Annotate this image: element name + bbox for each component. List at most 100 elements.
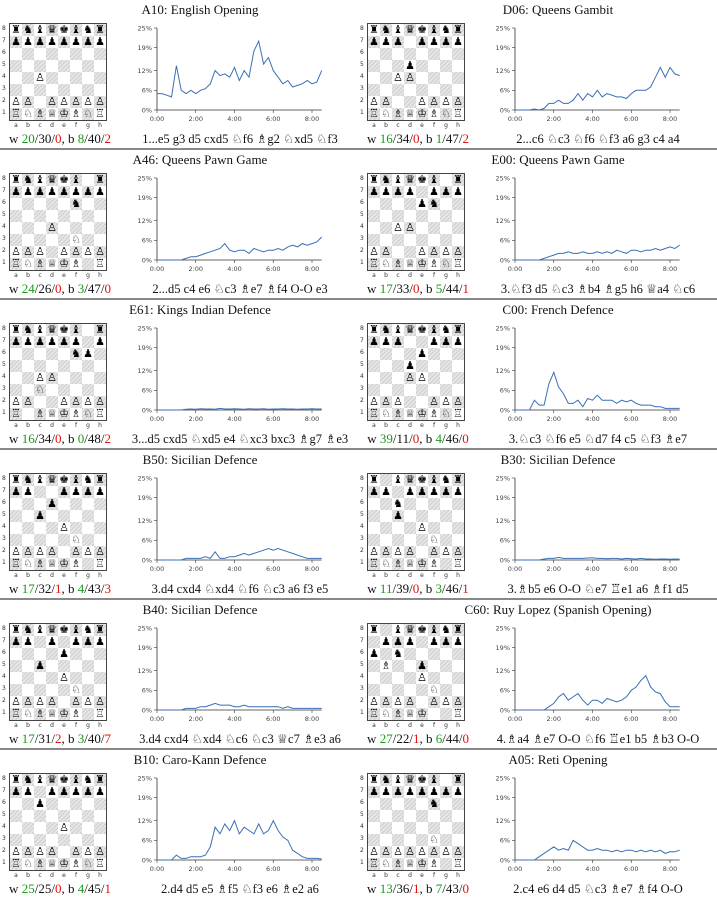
piece-k-icon: ♚	[416, 623, 428, 636]
piece-P-icon: ♙	[440, 395, 452, 408]
empty-square	[46, 210, 58, 222]
file-label: b	[384, 872, 388, 879]
series-line	[157, 39, 323, 98]
piece-p-icon: ♟	[46, 335, 58, 348]
x-tick-label: 6:00	[624, 715, 639, 723]
stat-part: , b	[61, 581, 78, 596]
empty-square	[22, 834, 34, 846]
piece-N-icon: ♘	[82, 107, 94, 120]
empty-square	[94, 510, 106, 522]
piece-P-icon: ♙	[368, 245, 380, 258]
piece-p-icon: ♟	[82, 185, 94, 198]
rank-label: 7	[2, 787, 6, 794]
piece-N-icon: ♘	[440, 407, 452, 420]
stat-part: w	[9, 731, 22, 746]
piece-b-icon: ♝	[70, 323, 82, 336]
piece-r-icon: ♜	[94, 323, 106, 336]
x-tick-label: 2:00	[188, 715, 203, 723]
piece-P-icon: ♙	[10, 245, 22, 258]
file-label: f	[432, 722, 436, 729]
rank-label: 1	[360, 559, 364, 566]
empty-square	[22, 222, 34, 234]
empty-square	[368, 48, 380, 60]
file-label: f	[74, 872, 78, 879]
empty-square	[82, 798, 94, 810]
empty-square	[380, 360, 392, 372]
y-tick-label: 0%	[142, 406, 152, 414]
piece-R-icon: ♖	[94, 257, 106, 270]
piece-K-icon: ♔	[416, 407, 428, 420]
file-label: b	[26, 122, 30, 129]
opening-title: D06: Queens Gambit	[502, 2, 614, 17]
piece-b-icon: ♝	[428, 773, 440, 786]
piece-p-icon: ♟	[10, 485, 22, 498]
piece-P-icon: ♙	[380, 395, 392, 408]
stat-part: 2	[54, 731, 62, 746]
stat-part: /	[100, 581, 105, 596]
empty-square	[82, 72, 94, 84]
stat-part: /	[34, 731, 39, 746]
x-tick-label: 4:00	[585, 265, 600, 273]
rank-label: 1	[2, 259, 6, 266]
opening-title: E00: Queens Pawn Game	[491, 152, 625, 167]
empty-square	[380, 834, 392, 846]
empty-square	[452, 684, 464, 696]
file-label: a	[14, 422, 18, 429]
stat-part: /	[84, 281, 88, 296]
y-tick-label: 19%	[496, 644, 510, 652]
piece-P-icon: ♙	[392, 545, 404, 558]
x-tick-label: 6:00	[266, 865, 281, 873]
empty-square	[10, 60, 22, 72]
empty-square	[70, 72, 82, 84]
piece-P-icon: ♙	[82, 545, 94, 558]
piece-p-icon: ♟	[58, 785, 70, 798]
stat-part: 4	[435, 431, 442, 446]
file-label: g	[444, 122, 448, 129]
empty-square	[404, 384, 416, 396]
y-tick-label: 25%	[138, 774, 152, 782]
empty-square	[404, 210, 416, 222]
piece-N-icon: ♘	[70, 233, 82, 246]
file-label: f	[74, 272, 78, 279]
rank-label: 3	[2, 835, 6, 842]
stat-part: 39	[396, 581, 410, 596]
stat-part: 26	[38, 281, 52, 296]
empty-square	[46, 522, 58, 534]
row-separator	[0, 148, 717, 150]
file-label: d	[50, 122, 54, 129]
empty-square	[22, 498, 34, 510]
rank-label: 8	[2, 475, 6, 482]
empty-square	[34, 96, 46, 108]
x-tick-label: 6:00	[624, 265, 639, 273]
empty-square	[440, 660, 452, 672]
piece-n-icon: ♞	[82, 623, 94, 636]
empty-square	[380, 534, 392, 546]
rank-label: 2	[2, 847, 6, 854]
stat-part: /	[392, 281, 397, 296]
x-tick-label: 8:00	[663, 865, 678, 873]
empty-square	[22, 810, 34, 822]
y-tick-label: 19%	[138, 44, 152, 52]
file-label: d	[408, 722, 412, 729]
rank-label: 5	[2, 211, 6, 218]
x-tick-label: 0:00	[508, 715, 523, 723]
file-label: e	[62, 422, 66, 429]
y-tick-label: 12%	[496, 667, 510, 675]
y-tick-label: 25%	[496, 774, 510, 782]
piece-P-icon: ♙	[392, 845, 404, 858]
piece-P-icon: ♙	[440, 95, 452, 108]
stat-part: 1	[462, 581, 469, 596]
empty-square	[10, 684, 22, 696]
empty-square	[416, 810, 428, 822]
piece-p-icon: ♟	[428, 785, 440, 798]
empty-square	[368, 660, 380, 672]
empty-square	[404, 810, 416, 822]
empty-square	[10, 348, 22, 360]
empty-square	[416, 360, 428, 372]
rank-label: 2	[360, 397, 364, 404]
piece-r-icon: ♜	[368, 473, 380, 486]
empty-square	[94, 360, 106, 372]
file-label: c	[38, 422, 42, 429]
empty-square	[392, 48, 404, 60]
y-tick-label: 0%	[500, 556, 510, 564]
